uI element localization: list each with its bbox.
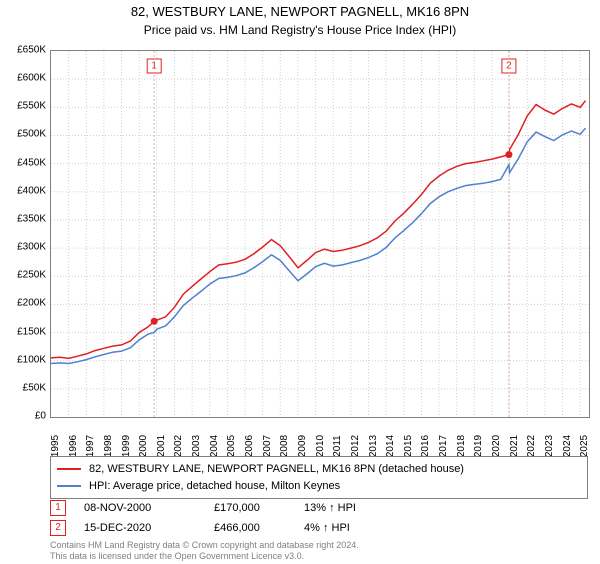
x-axis: 1995199619971998199920002001200220032004… (50, 418, 590, 450)
x-tick-label: 2016 (420, 435, 431, 457)
x-tick-label: 2008 (279, 435, 290, 457)
x-tick-label: 1999 (121, 435, 132, 457)
x-tick-label: 2000 (138, 435, 149, 457)
y-tick-label: £350K (17, 213, 46, 224)
event-price: £466,000 (214, 522, 304, 534)
plot-area: 12 (50, 50, 590, 418)
legend-row: 82, WESTBURY LANE, NEWPORT PAGNELL, MK16… (57, 461, 581, 478)
y-tick-label: £600K (17, 73, 46, 84)
x-tick-label: 1995 (50, 435, 61, 457)
plot-svg: 12 (51, 51, 589, 417)
y-tick-label: £150K (17, 326, 46, 337)
chart-subtitle: Price paid vs. HM Land Registry's House … (0, 23, 600, 37)
y-tick-label: £0 (35, 411, 46, 422)
chart-container: { "title": "82, WESTBURY LANE, NEWPORT P… (0, 4, 600, 564)
x-tick-label: 2005 (226, 435, 237, 457)
x-tick-label: 2017 (438, 435, 449, 457)
x-tick-label: 2010 (315, 435, 326, 457)
y-tick-label: £450K (17, 157, 46, 168)
y-tick-label: £300K (17, 242, 46, 253)
event-row: 1 08-NOV-2000£170,00013% ↑ HPI (50, 500, 588, 516)
x-tick-label: 2015 (403, 435, 414, 457)
x-tick-label: 2023 (544, 435, 555, 457)
x-tick-label: 2006 (244, 435, 255, 457)
x-tick-label: 2014 (385, 435, 396, 457)
series-line (51, 101, 586, 359)
x-tick-label: 2021 (509, 435, 520, 457)
credit-line-1: Contains HM Land Registry data © Crown c… (50, 540, 588, 551)
credit-text: Contains HM Land Registry data © Crown c… (50, 540, 588, 562)
x-tick-label: 2011 (332, 435, 343, 457)
x-tick-label: 2001 (156, 435, 167, 457)
y-tick-label: £250K (17, 270, 46, 281)
chart-title: 82, WESTBURY LANE, NEWPORT PAGNELL, MK16… (0, 4, 600, 21)
y-tick-label: £550K (17, 101, 46, 112)
x-tick-label: 2007 (262, 435, 273, 457)
x-tick-label: 1996 (68, 435, 79, 457)
legend-swatch (57, 468, 81, 470)
y-tick-label: £400K (17, 185, 46, 196)
legend: 82, WESTBURY LANE, NEWPORT PAGNELL, MK16… (50, 456, 588, 499)
x-tick-label: 2019 (473, 435, 484, 457)
y-tick-label: £200K (17, 298, 46, 309)
legend-label: 82, WESTBURY LANE, NEWPORT PAGNELL, MK16… (89, 461, 464, 478)
legend-swatch (57, 485, 81, 487)
x-tick-label: 2013 (368, 435, 379, 457)
x-tick-label: 2020 (491, 435, 502, 457)
x-tick-label: 2025 (579, 435, 590, 457)
event-price: £170,000 (214, 502, 304, 514)
x-tick-label: 2009 (297, 435, 308, 457)
y-tick-label: £50K (23, 382, 46, 393)
event-badge: 2 (50, 520, 66, 536)
event-delta: 13% ↑ HPI (304, 502, 394, 514)
x-tick-label: 2018 (456, 435, 467, 457)
event-delta: 4% ↑ HPI (304, 522, 394, 534)
event-date: 08-NOV-2000 (84, 502, 214, 514)
event-date: 15-DEC-2020 (84, 522, 214, 534)
svg-text:1: 1 (151, 61, 157, 72)
y-tick-label: £500K (17, 129, 46, 140)
x-tick-label: 2003 (191, 435, 202, 457)
legend-row: HPI: Average price, detached house, Milt… (57, 478, 581, 495)
y-tick-label: £650K (17, 45, 46, 56)
legend-label: HPI: Average price, detached house, Milt… (89, 478, 340, 495)
svg-text:2: 2 (506, 61, 512, 72)
x-tick-label: 2024 (562, 435, 573, 457)
event-table: 1 08-NOV-2000£170,00013% ↑ HPI 2 15-DEC-202… (50, 500, 588, 540)
x-tick-label: 2004 (209, 435, 220, 457)
event-row: 2 15-DEC-2020£466,0004% ↑ HPI (50, 520, 588, 536)
x-tick-label: 2012 (350, 435, 361, 457)
y-axis: £0£50K£100K£150K£200K£250K£300K£350K£400… (0, 50, 48, 418)
y-tick-label: £100K (17, 354, 46, 365)
event-badge: 1 (50, 500, 66, 516)
x-tick-label: 2002 (173, 435, 184, 457)
x-tick-label: 1998 (103, 435, 114, 457)
x-tick-label: 2022 (526, 435, 537, 457)
x-tick-label: 1997 (85, 435, 96, 457)
